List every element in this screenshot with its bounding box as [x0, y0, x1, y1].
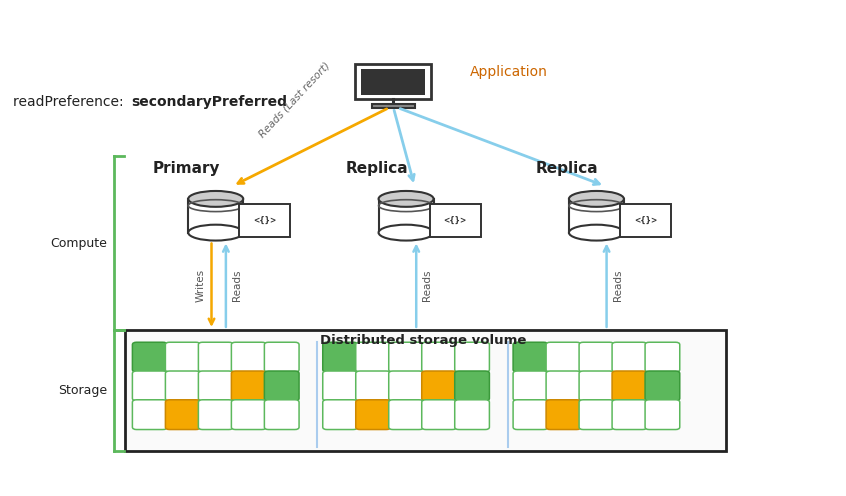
FancyBboxPatch shape: [579, 371, 614, 401]
Bar: [569, 199, 624, 233]
Text: Storage: Storage: [58, 384, 107, 397]
Text: secondaryPreferred: secondaryPreferred: [131, 95, 287, 109]
FancyBboxPatch shape: [613, 342, 647, 372]
FancyBboxPatch shape: [166, 371, 200, 401]
FancyBboxPatch shape: [454, 342, 489, 372]
Text: <{}>: <{}>: [253, 216, 277, 225]
FancyBboxPatch shape: [322, 371, 357, 401]
FancyBboxPatch shape: [231, 342, 266, 372]
FancyBboxPatch shape: [645, 342, 680, 372]
Text: Reads (Last resort): Reads (Last resort): [256, 60, 332, 139]
Text: Writes: Writes: [195, 269, 206, 302]
Text: Compute: Compute: [51, 237, 107, 249]
FancyBboxPatch shape: [322, 342, 357, 372]
FancyBboxPatch shape: [355, 371, 390, 401]
FancyBboxPatch shape: [166, 400, 200, 430]
FancyBboxPatch shape: [613, 371, 647, 401]
FancyBboxPatch shape: [198, 371, 233, 401]
Bar: [188, 199, 244, 233]
Text: Replica: Replica: [536, 161, 598, 176]
FancyBboxPatch shape: [322, 400, 357, 430]
Text: Primary: Primary: [152, 161, 220, 176]
Bar: [361, 68, 426, 95]
FancyBboxPatch shape: [513, 400, 548, 430]
FancyBboxPatch shape: [388, 400, 423, 430]
Text: Reads: Reads: [613, 269, 623, 301]
FancyBboxPatch shape: [166, 342, 200, 372]
FancyBboxPatch shape: [579, 342, 614, 372]
FancyBboxPatch shape: [231, 371, 266, 401]
Ellipse shape: [569, 225, 624, 241]
Text: Reads: Reads: [232, 269, 242, 301]
FancyBboxPatch shape: [613, 400, 647, 430]
Text: Application: Application: [470, 65, 547, 79]
Bar: [372, 104, 415, 108]
FancyBboxPatch shape: [421, 371, 456, 401]
Text: readPreference:: readPreference:: [13, 95, 128, 109]
FancyBboxPatch shape: [513, 342, 548, 372]
FancyBboxPatch shape: [547, 342, 581, 372]
Text: Reads: Reads: [422, 269, 432, 301]
Ellipse shape: [569, 191, 624, 207]
Bar: [125, 330, 726, 451]
Ellipse shape: [188, 225, 244, 241]
Bar: [378, 199, 433, 233]
FancyBboxPatch shape: [388, 371, 423, 401]
FancyBboxPatch shape: [620, 204, 671, 237]
FancyBboxPatch shape: [645, 371, 680, 401]
Ellipse shape: [188, 191, 244, 207]
FancyBboxPatch shape: [132, 400, 167, 430]
Text: <{}>: <{}>: [443, 216, 467, 225]
FancyBboxPatch shape: [231, 400, 266, 430]
FancyBboxPatch shape: [454, 371, 489, 401]
FancyBboxPatch shape: [579, 400, 614, 430]
Bar: [355, 64, 431, 99]
FancyBboxPatch shape: [645, 400, 680, 430]
Text: Replica: Replica: [345, 161, 408, 176]
Ellipse shape: [378, 191, 433, 207]
FancyBboxPatch shape: [421, 342, 456, 372]
FancyBboxPatch shape: [513, 371, 548, 401]
Ellipse shape: [378, 225, 433, 241]
FancyBboxPatch shape: [132, 371, 167, 401]
FancyBboxPatch shape: [547, 400, 581, 430]
FancyBboxPatch shape: [355, 342, 390, 372]
FancyBboxPatch shape: [198, 342, 233, 372]
FancyBboxPatch shape: [421, 400, 456, 430]
FancyBboxPatch shape: [355, 400, 390, 430]
FancyBboxPatch shape: [454, 400, 489, 430]
FancyBboxPatch shape: [264, 371, 299, 401]
FancyBboxPatch shape: [239, 204, 290, 237]
Text: <{}>: <{}>: [634, 216, 657, 225]
FancyBboxPatch shape: [430, 204, 481, 237]
FancyBboxPatch shape: [198, 400, 233, 430]
Text: Distributed storage volume: Distributed storage volume: [320, 334, 526, 347]
FancyBboxPatch shape: [264, 342, 299, 372]
FancyBboxPatch shape: [547, 371, 581, 401]
FancyBboxPatch shape: [132, 342, 167, 372]
FancyBboxPatch shape: [388, 342, 423, 372]
FancyBboxPatch shape: [264, 400, 299, 430]
